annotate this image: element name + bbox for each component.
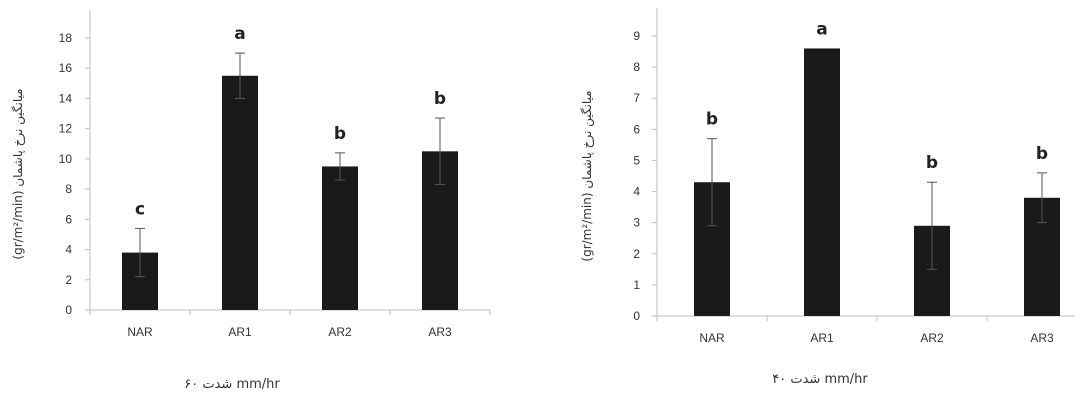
- bar-ar1: [222, 75, 258, 311]
- y-tick-label: 7: [633, 91, 640, 105]
- y-tick-label: 6: [633, 122, 640, 136]
- category-label: AR1: [810, 331, 834, 345]
- significance-letter: b: [1036, 144, 1048, 164]
- y-axis-label: (gr/m²/min) میانگین نرخ پاشمان: [580, 90, 595, 261]
- category-label: NAR: [699, 331, 725, 345]
- bar-ar2: [322, 166, 358, 310]
- category-label: NAR: [127, 325, 153, 339]
- y-tick-label: 1: [633, 278, 640, 292]
- category-label: AR3: [428, 325, 452, 339]
- y-tick-label: 5: [633, 153, 640, 167]
- x-axis-label: شدت ۶۰ mm/hr: [184, 377, 280, 392]
- significance-letter: a: [234, 24, 245, 44]
- y-tick-label: 6: [65, 212, 72, 226]
- y-tick-label: 12: [59, 122, 73, 136]
- significance-letter: a: [816, 19, 827, 39]
- chart-intensity-60: 0 2 4 6 8 10 12 14 16 18 c NAR a AR1 b AR2 b AR3 (gr/m²/mi…: [11, 10, 491, 392]
- y-tick-label: 16: [59, 61, 73, 75]
- y-tick-label: 0: [633, 309, 640, 323]
- y-tick-label: 4: [65, 243, 72, 257]
- y-tick-label: 4: [633, 185, 640, 199]
- significance-letter: c: [135, 199, 145, 219]
- y-tick-label: 8: [633, 60, 640, 74]
- y-axis-label: (gr/m²/min) میانگین نرخ پاشمان: [11, 88, 26, 259]
- y-tick-label: 0: [65, 303, 72, 317]
- chart-intensity-40: 0 1 2 3 4 5 6 7 8 9 b NAR a AR1 b AR2 b AR3 (gr/m²/min) می…: [580, 8, 1075, 387]
- significance-letter: b: [434, 89, 446, 109]
- category-label: AR2: [328, 325, 352, 339]
- y-tick-label: 2: [633, 247, 640, 261]
- significance-letter: b: [926, 153, 938, 173]
- category-label: AR2: [920, 331, 944, 345]
- y-tick-label: 10: [59, 152, 73, 166]
- category-label: AR1: [228, 325, 252, 339]
- x-axis-label: شدت ۴۰ mm/hr: [772, 372, 868, 387]
- category-label: AR3: [1030, 331, 1054, 345]
- y-tick-label: 14: [59, 91, 73, 105]
- y-tick-label: 18: [59, 31, 73, 45]
- y-tick-label: 2: [65, 273, 72, 287]
- y-tick-label: 3: [633, 216, 640, 230]
- bar-ar1: [804, 48, 840, 316]
- y-tick-label: 9: [633, 29, 640, 43]
- significance-letter: b: [334, 124, 346, 144]
- y-tick-label: 8: [65, 182, 72, 196]
- significance-letter: b: [706, 110, 718, 130]
